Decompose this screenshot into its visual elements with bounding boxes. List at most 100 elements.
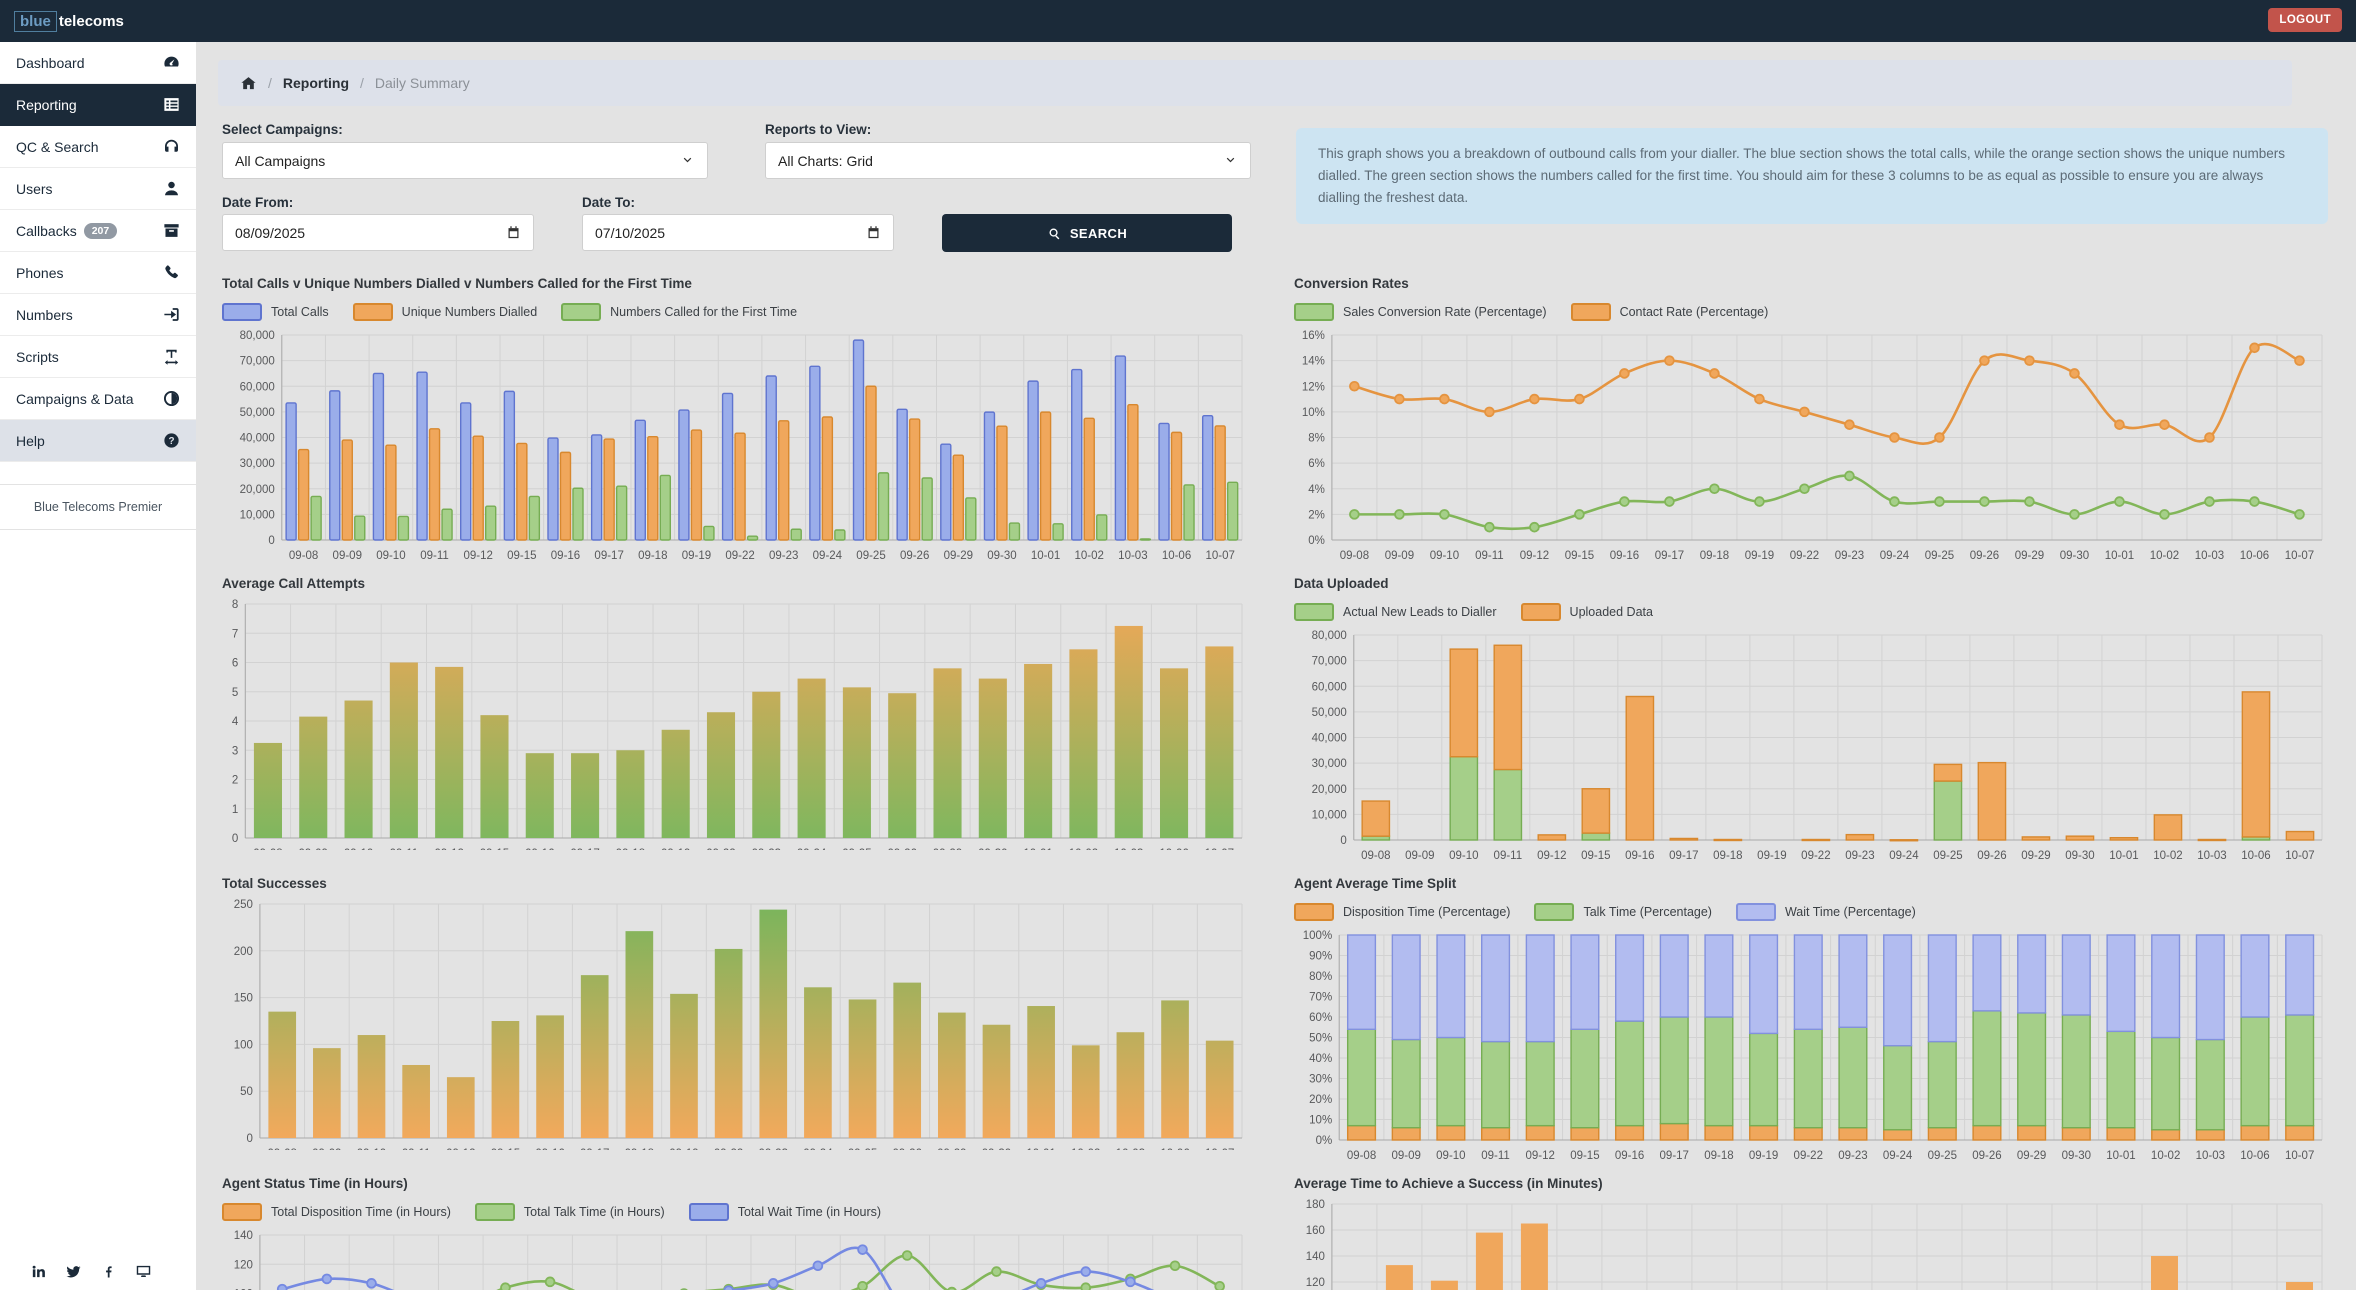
svg-text:7: 7: [232, 628, 238, 640]
breadcrumb-reporting[interactable]: Reporting: [282, 75, 349, 91]
sidebar-item-qc-search[interactable]: QC & Search: [0, 126, 196, 168]
svg-text:70%: 70%: [1309, 992, 1332, 1004]
legend-item-orange[interactable]: Contact Rate (Percentage): [1570, 302, 1768, 321]
svg-text:10%: 10%: [1309, 1115, 1332, 1127]
svg-text:20%: 20%: [1309, 1094, 1332, 1106]
facebook-icon[interactable]: [100, 1263, 117, 1285]
search-icon: [1049, 227, 1060, 239]
reports-select-value: All Charts: Grid: [778, 152, 873, 169]
sidebar-item-scripts[interactable]: Scripts: [0, 336, 196, 378]
legend-item-blue[interactable]: Total Calls: [222, 302, 329, 321]
legend-swatch-green: [561, 302, 602, 321]
svg-text:09-29: 09-29: [2021, 850, 2050, 862]
svg-text:09-11: 09-11: [390, 848, 419, 850]
svg-text:09-11: 09-11: [1481, 1150, 1510, 1162]
svg-text:09-23: 09-23: [1845, 850, 1874, 862]
legend-swatch-orange: [1520, 602, 1561, 621]
sidebar-item-reporting[interactable]: Reporting: [0, 84, 196, 126]
svg-text:2: 2: [232, 775, 238, 787]
svg-text:80%: 80%: [1309, 971, 1332, 983]
date-to-value: 07/10/2025: [595, 224, 666, 241]
svg-text:09-26: 09-26: [1977, 850, 2006, 862]
svg-text:5: 5: [232, 687, 238, 699]
legend-label: Uploaded Data: [1569, 604, 1653, 619]
svg-text:70,000: 70,000: [1312, 656, 1347, 668]
svg-text:09-26: 09-26: [1970, 550, 1999, 562]
svg-text:10-07: 10-07: [1205, 1148, 1234, 1150]
sidebar-item-numbers[interactable]: Numbers: [0, 294, 196, 336]
legend-label: Numbers Called for the First Time: [610, 304, 798, 319]
twitter-icon[interactable]: [65, 1263, 82, 1285]
svg-text:09-18: 09-18: [616, 848, 645, 850]
date-from-input[interactable]: 08/09/2025: [222, 214, 534, 251]
search-button[interactable]: SEARCH: [942, 214, 1232, 252]
legend-item-orange[interactable]: Unique Numbers Dialled: [352, 302, 537, 321]
svg-text:09-12: 09-12: [1526, 1150, 1555, 1162]
svg-text:09-08: 09-08: [1361, 850, 1390, 862]
svg-text:09-17: 09-17: [1660, 1150, 1689, 1162]
svg-text:09-25: 09-25: [842, 848, 871, 850]
svg-text:09-10: 09-10: [1436, 1150, 1465, 1162]
svg-text:09-08: 09-08: [1340, 550, 1369, 562]
sidebar-item-callbacks[interactable]: Callbacks 207: [0, 210, 196, 252]
sidebar-item-users[interactable]: Users: [0, 168, 196, 210]
legend-item-green[interactable]: Numbers Called for the First Time: [561, 302, 798, 321]
svg-text:10-02: 10-02: [2153, 850, 2182, 862]
legend-item-periwinkle[interactable]: Wait Time (Percentage): [1735, 902, 1916, 921]
conversion-rates-plot: 0% 2% 4% 6% 8% 10% 12% 14% 16% 09-08 09-09 09-10 09-…: [1302, 330, 2323, 562]
chart-agent-status-time: Agent Status Time (in Hours) Total Dispos…: [222, 1176, 1254, 1290]
legend-item-green[interactable]: Sales Conversion Rate (Percentage): [1294, 302, 1547, 321]
legend-item-orange[interactable]: Total Disposition Time (in Hours): [222, 1202, 451, 1221]
svg-text:50: 50: [240, 1086, 253, 1098]
svg-text:09-19: 09-19: [1757, 850, 1786, 862]
logo-blue: blue: [14, 10, 57, 32]
legend-item-blue[interactable]: Total Wait Time (in Hours): [688, 1202, 881, 1221]
svg-text:09-17: 09-17: [1669, 850, 1698, 862]
agent-average-time-split-plot: 0% 10% 20% 30% 40% 50% 60% 70% 80% 90% 100% 09-08 09…: [1303, 930, 2323, 1162]
home-icon[interactable]: [240, 75, 257, 92]
svg-text:10-02: 10-02: [2151, 1150, 2180, 1162]
brand-logo: blue telecoms: [14, 10, 124, 32]
sidebar-item-label: Dashboard: [16, 54, 85, 71]
svg-text:09-18: 09-18: [1704, 1150, 1733, 1162]
date-from-label: Date From:: [222, 195, 294, 210]
sidebar-item-campaigns-data[interactable]: Campaigns & Data: [0, 378, 196, 420]
linkedin-icon[interactable]: [30, 1263, 47, 1285]
svg-text:09-17: 09-17: [1655, 550, 1684, 562]
svg-text:09-12: 09-12: [1520, 550, 1549, 562]
svg-text:09-29: 09-29: [2017, 1150, 2046, 1162]
logout-button[interactable]: LOGOUT: [2268, 8, 2342, 32]
legend-item-orange[interactable]: Uploaded Data: [1520, 602, 1653, 621]
legend-item-orange[interactable]: Disposition Time (Percentage): [1294, 902, 1510, 921]
svg-text:10-03: 10-03: [2195, 550, 2224, 562]
svg-text:20,000: 20,000: [1312, 784, 1347, 796]
svg-text:50%: 50%: [1309, 1033, 1332, 1045]
svg-text:09-23: 09-23: [1835, 550, 1864, 562]
sidebar-item-dashboard[interactable]: Dashboard: [0, 42, 196, 84]
chart-conversion-rates: Conversion Rates Sales Conversion Rate (P…: [1294, 276, 2334, 568]
reports-select[interactable]: All Charts: Grid: [765, 142, 1251, 179]
chart-legend: Total Calls Unique Numbers Dialled Numbers…: [222, 301, 1254, 322]
legend-item-green[interactable]: Talk Time (Percentage): [1534, 902, 1712, 921]
svg-text:09-22: 09-22: [714, 1148, 743, 1150]
svg-text:09-19: 09-19: [682, 550, 711, 562]
svg-text:09-19: 09-19: [661, 848, 690, 850]
social-icons: [30, 1263, 152, 1285]
sidebar-item-help[interactable]: Help?: [0, 420, 196, 462]
svg-text:09-18: 09-18: [625, 1148, 654, 1150]
svg-text:09-10: 09-10: [1430, 550, 1459, 562]
date-from-value: 08/09/2025: [235, 224, 306, 241]
legend-swatch-orange: [352, 302, 393, 321]
campaigns-select[interactable]: All Campaigns: [222, 142, 708, 179]
date-to-input[interactable]: 07/10/2025: [582, 214, 894, 251]
legend-item-green[interactable]: Actual New Leads to Dialler: [1294, 602, 1497, 621]
svg-text:8: 8: [232, 599, 238, 611]
legend-item-green[interactable]: Total Talk Time (in Hours): [474, 1202, 665, 1221]
sidebar-item-phones[interactable]: Phones: [0, 252, 196, 294]
svg-text:09-08: 09-08: [1347, 1150, 1376, 1162]
svg-text:09-23: 09-23: [752, 848, 781, 850]
desktop-icon[interactable]: [135, 1263, 152, 1285]
svg-text:09-12: 09-12: [1537, 850, 1566, 862]
sidebar-item-label: Help: [16, 432, 45, 449]
svg-text:100: 100: [234, 1039, 253, 1051]
